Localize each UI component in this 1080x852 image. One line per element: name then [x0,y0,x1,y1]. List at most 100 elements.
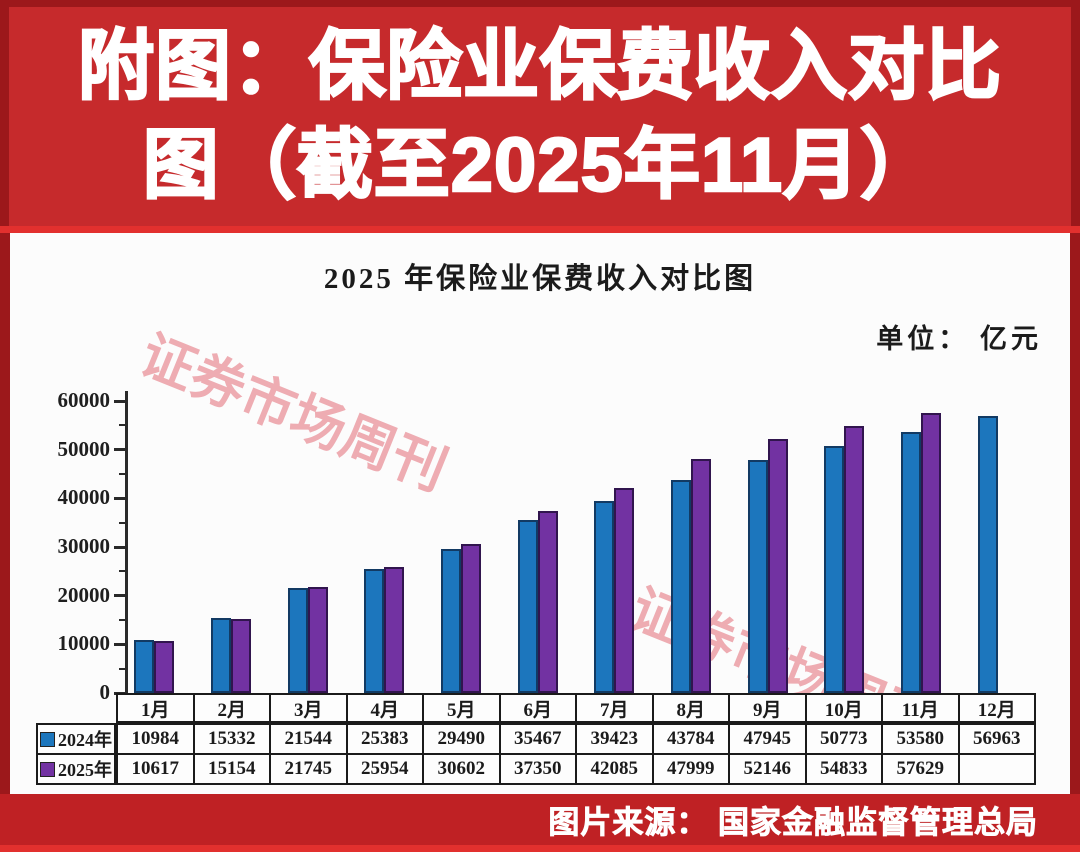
month-cell: 1月 [140,699,170,721]
bar-2024年 [287,588,308,693]
value-cell: 15154 [192,755,270,783]
value-cell: 37350 [498,755,576,783]
chart-title: 2025 年保险业保费收入对比图 [323,263,757,295]
bar-2025年 [537,511,558,693]
y-axis-tick-label: 40000 [57,485,111,510]
legend-label: 2024年 [58,730,112,750]
month-cell: 8月 [651,695,729,721]
month-cell: 4月 [345,695,423,721]
y-axis-major-tick [114,496,126,500]
value-cell: 43784 [651,725,729,753]
month-cell: 7月 [575,695,652,721]
y-axis-major-tick [114,448,126,452]
value-cell: 25954 [345,755,423,783]
bar-2025年 [614,488,635,693]
bar-2025年 [844,426,865,693]
table-row-2025年: 10617 15154 21745 25954 30602 37350 42085 47999… [118,753,1034,783]
y-axis-minor-tick [119,473,126,475]
legend-column: 2024年 2025年 [36,723,116,785]
value-cell: 57629 [881,755,958,783]
legend-swatch-2025年 [40,761,55,777]
y-axis-minor-tick [119,667,126,670]
table-row-2024年: 10984 15332 21544 25383 29490 35467 39423 43784… [118,725,1034,753]
value-cell: 52146 [728,755,805,783]
bar-2025年 [767,439,788,693]
category-axis-row: 1月 2月 3月 4月 5月 6月 7月 8月 9月 10月 11月 12月 [116,693,1036,723]
y-axis-tick-label: 20000 [57,582,111,607]
value-cell: 54833 [804,755,882,783]
bar-2024年 [441,549,461,693]
value-cell: 29490 [422,725,499,753]
y-axis-tick-label: 60000 [57,388,111,412]
y-axis-minor-tick [119,619,126,621]
value-cell: 21745 [269,755,346,783]
month-cell: 9月 [728,695,805,721]
chart-panel: 2025 年保险业保费收入对比图 单位： 亿元 证券市场周刊 证券市场周刊 01… [10,233,1070,794]
month-cell: 2月 [192,695,270,721]
y-axis-minor-tick [119,570,126,573]
bar-2024年 [901,432,921,693]
month-cell: 5月 [422,695,499,721]
data-table-values: 10984 15332 21544 25383 29490 35467 39423 43784… [116,723,1036,785]
month-cell: 6月 [498,695,576,721]
value-cell: 35467 [498,725,576,753]
value-cell: 50773 [804,725,882,753]
image-source-text: 图片来源： 国家金融监督管理总局 [548,805,1038,841]
y-axis-major-tick [114,399,126,403]
y-axis-major-tick [114,545,126,549]
month-cell: 12月 [957,695,1035,721]
y-axis-minor-tick [119,521,126,524]
bar-2024年 [671,479,691,693]
y-axis-major-tick [114,642,126,646]
bottom-accent-strip [0,845,1080,852]
y-axis-line [125,391,128,693]
value-cell: 39423 [575,725,652,753]
value-cell: 30602 [422,755,499,783]
value-cell: 10984 [131,728,180,749]
bar-2024年 [747,459,768,693]
y-axis-minor-tick [119,424,126,427]
banner-title-line2: 图（截至2025年11月） [142,122,938,208]
month-cell: 10月 [804,695,882,721]
bar-2025年 [307,587,328,693]
value-cell: 10617 [131,758,180,779]
month-cell: 3月 [269,695,346,721]
banner-title-line1: 附图：保险业保费收入对比 [77,24,1002,110]
value-cell: 15332 [192,725,270,753]
bar-chart-plot: 0 10000 20000 30000 40000 50000 60000 1月 2月 3月 4月 5… [10,233,1070,794]
banner-divider [0,226,1080,233]
bar-2025年 [921,412,941,693]
value-cell: 21544 [269,725,346,753]
y-axis-tick-label: 30000 [57,534,111,558]
title-banner: 附图：保险业保费收入对比 图（截至2025年11月） [9,7,1071,226]
value-cell [957,755,1035,783]
legend-item-2025年: 2025年 [38,753,114,783]
y-axis-tick-label: 0 [99,680,111,704]
legend-swatch-2024年 [40,731,55,747]
bar-2025年 [154,641,175,693]
bar-2024年 [364,569,385,693]
bar-2024年 [517,520,538,693]
value-cell: 42085 [575,755,652,783]
bar-2024年 [594,501,615,693]
y-axis-major-tick [114,594,126,598]
source-banner: 图片来源： 国家金融监督管理总局 [0,794,1080,845]
bar-2024年 [977,415,998,693]
y-axis-tick-label: 10000 [57,631,111,656]
value-cell: 47945 [728,725,805,753]
value-cell: 53580 [881,725,958,753]
value-cell: 25383 [345,725,423,753]
unit-label: 单位： 亿元 [876,324,1042,354]
bar-2025年 [384,566,405,693]
legend-label: 2025年 [58,760,112,780]
bar-2025年 [691,459,711,693]
bar-2024年 [824,445,845,693]
month-cell: 11月 [881,695,958,721]
bar-2025年 [461,544,481,693]
legend-item-2024年: 2024年 [38,725,114,753]
bar-2024年 [211,618,231,693]
value-cell: 56963 [957,725,1035,753]
value-cell: 47999 [651,755,729,783]
bar-2024年 [134,639,155,693]
